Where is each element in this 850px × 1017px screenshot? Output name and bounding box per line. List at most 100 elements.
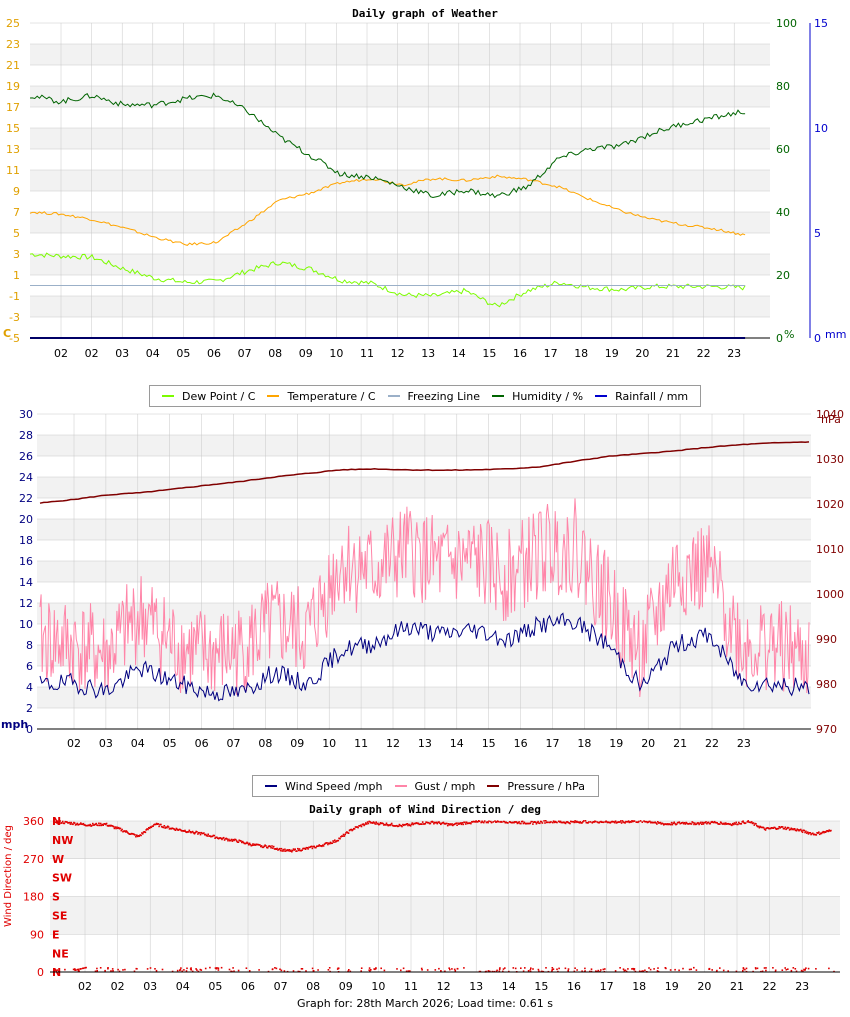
direction-point	[206, 835, 209, 837]
direction-x-tick-label: 08	[306, 980, 320, 993]
direction-point	[349, 829, 352, 831]
direction-point	[745, 967, 748, 970]
direction-point	[654, 821, 656, 824]
legend-freezing[interactable]: Freezing Line	[387, 390, 480, 403]
direction-point	[436, 822, 439, 825]
direction-point	[239, 839, 241, 842]
legend-temperature[interactable]: Temperature / C	[267, 390, 376, 403]
direction-point	[343, 835, 346, 837]
direction-point	[152, 825, 154, 827]
wind-x-tick-label: 04	[131, 737, 145, 750]
direction-point	[463, 821, 465, 824]
direction-point	[315, 846, 317, 849]
direction-point	[607, 821, 609, 824]
direction-point	[172, 827, 174, 830]
direction-point	[322, 845, 325, 847]
direction-point	[530, 820, 532, 823]
direction-point	[248, 842, 251, 845]
direction-point	[342, 833, 345, 836]
direction-point	[453, 968, 456, 971]
direction-point	[187, 831, 190, 833]
legend-humidity[interactable]: Humidity / %	[492, 390, 583, 403]
direction-point	[813, 833, 816, 836]
direction-point	[61, 820, 64, 823]
direction-point	[706, 821, 709, 824]
direction-point	[232, 838, 234, 841]
direction-point	[241, 840, 244, 843]
weather-grid-band	[30, 44, 770, 65]
wind-tick-label: 10	[19, 618, 33, 631]
pressure-tick-label: 990	[816, 633, 837, 646]
legend-dew-point[interactable]: Dew Point / C	[162, 390, 255, 403]
direction-point	[830, 829, 832, 832]
direction-point	[330, 842, 333, 845]
direction-point	[327, 969, 330, 971]
direction-point	[532, 823, 534, 825]
direction-point	[480, 821, 482, 824]
direction-point	[546, 821, 549, 824]
direction-point	[223, 839, 226, 841]
direction-point	[360, 825, 363, 828]
legend-pressure[interactable]: Pressure / hPa	[487, 780, 585, 793]
direction-point	[292, 848, 295, 850]
wind-x-tick-label: 10	[322, 737, 336, 750]
direction-point	[236, 841, 239, 843]
direction-point	[218, 837, 221, 839]
direction-point	[98, 824, 101, 827]
direction-point	[397, 825, 400, 827]
direction-point	[58, 820, 60, 823]
direction-point	[405, 823, 408, 826]
legend-wind-speed[interactable]: Wind Speed /mph	[265, 780, 383, 793]
direction-point	[523, 821, 526, 824]
direction-point	[263, 845, 265, 848]
direction-point	[372, 821, 375, 823]
direction-point	[360, 967, 363, 969]
direction-point	[700, 821, 702, 824]
direction-point	[289, 850, 291, 852]
direction-point	[120, 829, 123, 832]
direction-point	[402, 824, 405, 827]
direction-point	[192, 832, 195, 834]
direction-point	[452, 824, 454, 827]
legend-gust[interactable]: Gust / mph	[394, 780, 475, 793]
direction-point	[384, 824, 387, 826]
direction-point	[765, 827, 768, 830]
wind-x-tick-label: 06	[195, 737, 209, 750]
direction-point	[177, 829, 179, 831]
direction-point	[668, 823, 670, 825]
direction-point	[126, 831, 129, 833]
direction-point	[552, 820, 555, 822]
direction-point	[418, 823, 420, 826]
direction-point	[369, 970, 371, 972]
direction-point	[661, 822, 663, 825]
weather-x-tick-label: 07	[238, 347, 252, 360]
direction-point	[80, 823, 83, 825]
direction-point	[160, 823, 162, 826]
direction-point	[443, 822, 445, 825]
legend-rainfall[interactable]: Rainfall / mm	[595, 390, 688, 403]
direction-point	[429, 822, 432, 825]
direction-point	[763, 828, 766, 830]
direction-point	[314, 846, 316, 849]
direction-point	[618, 821, 620, 823]
direction-point	[765, 969, 767, 972]
direction-point	[653, 968, 655, 970]
direction-point	[675, 823, 678, 825]
direction-point	[375, 967, 377, 970]
direction-point	[309, 845, 312, 848]
direction-point	[335, 840, 338, 842]
direction-x-tick-label: 19	[665, 980, 679, 993]
direction-point	[74, 969, 76, 971]
direction-point	[700, 823, 703, 825]
direction-point	[513, 821, 515, 824]
direction-point	[474, 821, 476, 823]
direction-point	[460, 823, 463, 826]
direction-point	[446, 822, 448, 825]
direction-point	[115, 827, 117, 830]
weather-grid-band	[30, 86, 770, 107]
direction-point	[183, 969, 185, 971]
direction-point	[198, 832, 201, 834]
direction-x-tick-label: 04	[176, 980, 190, 993]
compass-label: S	[52, 891, 60, 904]
direction-point	[760, 826, 762, 828]
